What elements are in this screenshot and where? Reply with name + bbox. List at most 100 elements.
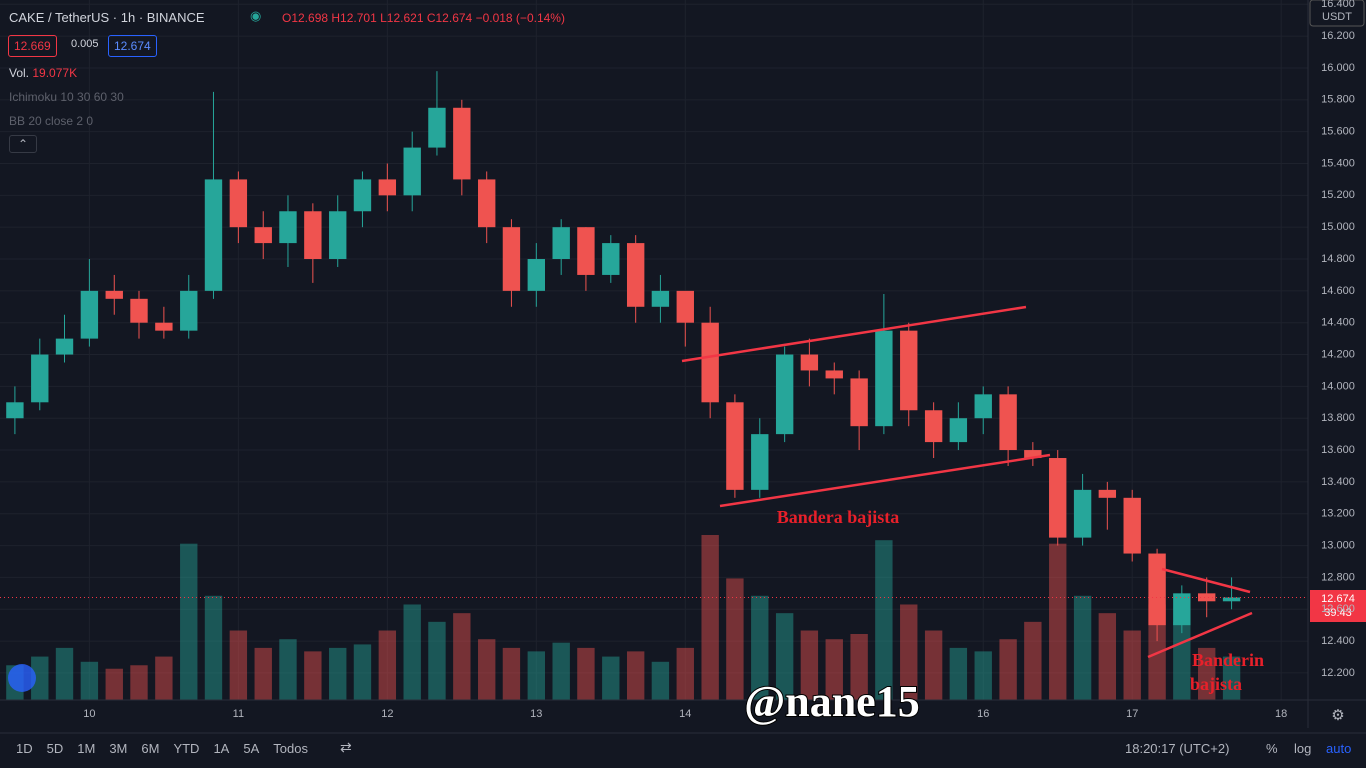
volume-bar	[626, 651, 645, 700]
volume-bar	[204, 595, 223, 700]
y-tick-label: 13.800	[1321, 412, 1355, 424]
volume-bar	[378, 630, 397, 700]
volume-bar	[1198, 647, 1216, 700]
volume-bar	[552, 642, 570, 700]
range-button[interactable]: 6M	[141, 741, 160, 756]
volume-bar	[80, 661, 99, 700]
y-tick-label: 13.600	[1321, 444, 1355, 456]
volume-bar	[527, 651, 545, 700]
x-tick-label: 13	[530, 708, 542, 720]
y-tick-label: 12.600	[1321, 603, 1355, 615]
candle-body	[105, 290, 123, 299]
candle-body	[304, 211, 322, 260]
volume-label: Vol. 19.077K	[9, 66, 77, 80]
x-tick-label: 17	[1126, 708, 1138, 720]
candle-body	[751, 434, 769, 490]
log-toggle[interactable]: log	[1294, 741, 1312, 756]
candle-body	[875, 330, 893, 427]
symbol[interactable]: CAKE / TetherUS · 1h · BINANCE	[9, 10, 205, 25]
range-button[interactable]: YTD	[173, 741, 200, 756]
ohlc-change: −0.018 (−0.14%)	[475, 11, 565, 25]
volume-value: 19.077K	[32, 66, 78, 80]
trend-line	[719, 453, 1051, 508]
volume-bar	[403, 604, 421, 700]
volume-bar	[329, 647, 347, 700]
volume-bar	[1173, 621, 1191, 700]
candle-body	[552, 227, 570, 260]
candle-body	[651, 290, 670, 307]
y-tick-label: 15.400	[1321, 157, 1355, 169]
volume-bar	[775, 613, 794, 700]
y-tick-label: 16.400	[1321, 0, 1355, 10]
ask[interactable]: 12.674	[108, 35, 157, 57]
candle-body	[1024, 450, 1042, 459]
x-tick-label: 10	[83, 708, 95, 720]
range-button[interactable]: 1A	[213, 741, 230, 756]
clock: 18:20:17 (UTC+2)	[1125, 741, 1230, 756]
candle-body	[204, 179, 223, 291]
candle-body	[726, 402, 744, 490]
candle-body	[900, 330, 918, 411]
x-tick-label: 12	[381, 708, 393, 720]
compare-icon[interactable]: ⇄	[340, 739, 352, 755]
range-button[interactable]: 5A	[243, 741, 260, 756]
volume-bar	[924, 630, 943, 700]
volume-bar	[676, 647, 694, 700]
range-button[interactable]: Todos	[273, 741, 308, 756]
volume-bar	[999, 639, 1017, 700]
x-tick-label: 14	[679, 708, 691, 720]
percent-toggle[interactable]: %	[1266, 741, 1278, 756]
candle-body	[974, 394, 992, 419]
y-tick-label: 15.000	[1321, 221, 1355, 233]
candle-body	[180, 290, 198, 331]
volume-bar	[155, 656, 173, 700]
y-tick-label: 15.800	[1321, 94, 1355, 106]
volume-bar	[502, 647, 521, 700]
candle-body	[31, 354, 49, 403]
bid[interactable]: 12.669	[8, 35, 57, 57]
y-tick-label: 12.800	[1321, 571, 1355, 583]
volume-bar	[751, 595, 769, 700]
ohlc-value: O12.698	[282, 11, 329, 25]
volume-bar	[800, 630, 819, 700]
candle-body	[800, 354, 819, 371]
candle-body	[850, 378, 868, 427]
watermark: @nane15	[744, 677, 919, 726]
candle-body	[577, 227, 595, 275]
volume-bar	[1123, 630, 1141, 700]
volume-title: Vol.	[9, 66, 30, 80]
candle-body	[1222, 597, 1241, 602]
range-button[interactable]: 1M	[77, 741, 96, 756]
candle-body	[55, 338, 74, 355]
collapse-button[interactable]: ⌃	[9, 135, 38, 153]
volume-pane	[6, 535, 1241, 700]
range-button[interactable]: 1D	[16, 741, 33, 756]
status-dot: ◉	[250, 8, 262, 23]
candle-body	[1098, 489, 1117, 498]
volume-bar	[180, 543, 198, 700]
y-tick-label: 13.000	[1321, 539, 1355, 551]
y-tick-label: 16.200	[1321, 30, 1355, 42]
candle-body	[6, 402, 24, 419]
settings-icon[interactable]: ⚙	[1331, 707, 1344, 724]
trend-line	[1161, 567, 1251, 594]
auto-toggle[interactable]: auto	[1326, 741, 1352, 756]
volume-bar	[577, 647, 595, 700]
volume-bar	[353, 644, 372, 700]
candle-body	[378, 179, 397, 196]
countdown: 39:43	[1324, 607, 1352, 619]
range-button[interactable]: 5D	[46, 741, 64, 756]
indicator[interactable]: Ichimoku 10 30 60 30	[9, 90, 124, 104]
indicator[interactable]: BB 20 close 2 0	[9, 114, 94, 128]
candle-body	[428, 107, 446, 148]
y-tick-label: 14.200	[1321, 348, 1355, 360]
range-button[interactable]: 3M	[109, 741, 128, 756]
volume-bar	[55, 647, 74, 700]
ohlc-value: H12.701	[331, 11, 377, 25]
volume-bar	[1222, 656, 1241, 700]
candle-body	[279, 211, 297, 244]
candle-body	[1173, 593, 1191, 626]
candle-body	[527, 259, 545, 291]
x-tick-label: 16	[977, 708, 989, 720]
